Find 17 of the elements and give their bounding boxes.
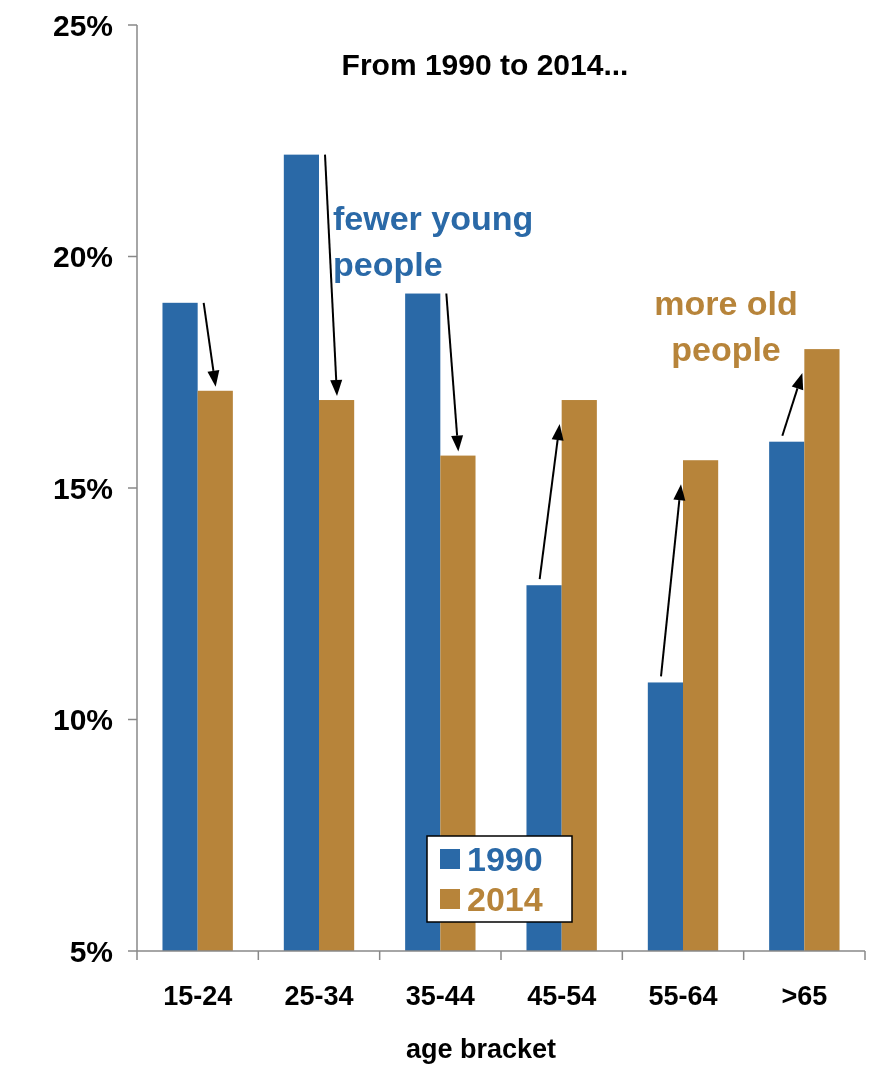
annotation: more old people [654,284,798,368]
legend-label: 2014 [467,879,543,918]
x-tick-label: 45-54 [527,981,597,1011]
x-tick-label: >65 [781,981,828,1011]
text: From 1990 to 2014... [341,48,629,81]
x-axis-title: age bracket [405,1034,557,1064]
x-tick-label: 55-64 [648,981,718,1011]
x-tick-label: 15-24 [163,981,233,1011]
x-tick-label: 35-44 [405,981,475,1011]
y-tick-label: 15% [52,471,113,505]
y-tick-label: 10% [52,703,113,736]
y-tick-label: 5% [69,934,113,968]
annotation: fewer young people [333,199,534,283]
y-tick-label: 25% [52,8,113,42]
legend-label: 1990 [467,839,543,878]
x-tick-label: 25-34 [284,981,354,1011]
y-tick-label: 20% [52,240,113,273]
